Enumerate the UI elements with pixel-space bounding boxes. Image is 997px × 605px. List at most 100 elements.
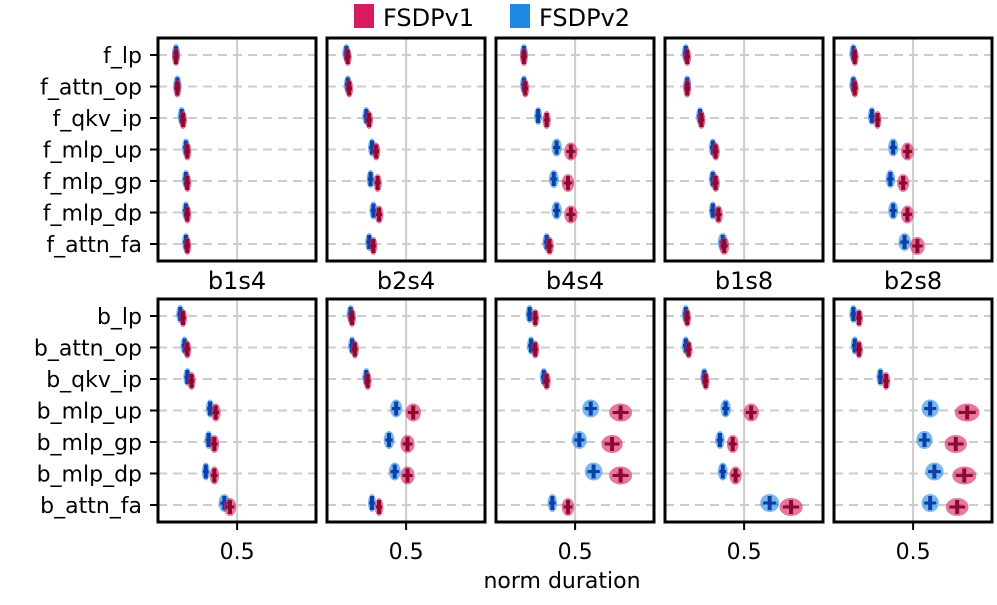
row-label-b_mlp_dp: b_mlp_dp	[37, 463, 142, 488]
median-v2-backward-b2s4-b_mlp_up	[394, 401, 399, 416]
median-v1-forward-b1s8-f_lp	[685, 50, 690, 64]
row-label-f_attn_op: f_attn_op	[40, 76, 142, 101]
median-v2-forward-b2s4-f_mlp_gp	[368, 172, 373, 186]
legend-label-fsdpv2: FSDPv2	[539, 4, 630, 32]
median-v1-backward-b1s4-b_mlp_dp	[212, 468, 217, 483]
x-axis-label: norm duration	[483, 569, 640, 594]
median-v2-backward-b4s4-b_attn_op	[529, 338, 534, 353]
median-v2-backward-b1s4-b_mlp_gp	[206, 433, 211, 447]
median-v2-backward-b1s4-b_mlp_up	[208, 401, 213, 416]
median-v1-forward-b4s4-f_mlp_up	[568, 144, 573, 159]
median-v2-forward-b4s4-f_mlp_gp	[551, 172, 556, 186]
median-v1-backward-b1s8-b_mlp_dp	[733, 468, 738, 483]
median-v2-forward-b2s4-f_attn_fa	[367, 235, 372, 249]
median-v2-backward-b4s4-b_mlp_dp	[591, 464, 596, 479]
legend-label-fsdpv1: FSDPv1	[383, 4, 474, 32]
median-v1-forward-b2s8-f_mlp_up	[905, 144, 910, 159]
xtick-label-b2s4: 0.5	[389, 540, 424, 565]
median-v1-forward-b2s4-f_mlp_gp	[375, 176, 380, 190]
median-v1-backward-b2s8-b_mlp_up	[965, 405, 970, 420]
median-v2-backward-b1s8-b_mlp_dp	[720, 464, 725, 479]
xtick-label-b1s4: 0.5	[220, 540, 255, 565]
median-v1-backward-b2s4-b_mlp_up	[411, 405, 416, 420]
median-v1-forward-b1s4-f_lp	[173, 50, 178, 64]
row-label-b_attn_op: b_attn_op	[34, 337, 142, 362]
row-label-b_mlp_gp: b_mlp_gp	[37, 431, 142, 456]
median-v1-backward-b1s4-b_attn_op	[185, 342, 190, 357]
median-v1-forward-b4s4-f_mlp_gp	[565, 176, 570, 190]
column-title-b1s4: b1s4	[208, 267, 266, 295]
median-v1-backward-b1s4-b_mlp_up	[213, 405, 218, 420]
median-v1-forward-b2s4-f_qkv_ip	[367, 113, 372, 127]
median-v1-forward-b1s4-f_attn_fa	[185, 239, 190, 253]
median-v2-backward-b1s4-b_attn_fa	[222, 496, 227, 510]
median-v2-forward-b2s4-f_mlp_dp	[371, 203, 376, 218]
median-v1-backward-b1s8-b_attn_fa	[789, 500, 794, 514]
median-v2-backward-b2s8-b_mlp_gp	[922, 433, 927, 447]
median-v2-forward-b2s8-f_mlp_up	[891, 140, 896, 155]
row-label-b_qkv_ip: b_qkv_ip	[46, 368, 142, 393]
median-v2-backward-b2s8-b_lp	[851, 307, 856, 321]
column-title-b2s4: b2s4	[377, 267, 435, 295]
median-v2-forward-b2s4-f_mlp_up	[369, 140, 374, 155]
median-v1-backward-b2s4-b_mlp_gp	[405, 437, 410, 451]
median-v1-forward-b4s4-f_mlp_dp	[568, 207, 573, 222]
median-v1-forward-b4s4-f_attn_fa	[547, 239, 552, 253]
median-v2-forward-b2s8-f_attn_fa	[902, 235, 907, 249]
median-v1-backward-b2s4-b_attn_fa	[377, 500, 382, 514]
median-v2-forward-b2s8-f_mlp_gp	[888, 172, 893, 186]
median-v1-backward-b2s8-b_qkv_ip	[884, 374, 889, 388]
median-v1-backward-b2s8-b_mlp_dp	[962, 468, 967, 483]
median-v1-forward-b4s4-f_qkv_ip	[544, 113, 549, 127]
median-v1-forward-b2s4-f_attn_op	[347, 81, 352, 96]
median-v1-backward-b4s4-b_lp	[533, 311, 538, 325]
row-label-f_attn_fa: f_attn_fa	[46, 233, 142, 258]
median-v2-forward-b2s8-f_mlp_dp	[891, 203, 896, 218]
median-v1-forward-b1s4-f_mlp_up	[185, 144, 190, 159]
median-v1-backward-b2s4-b_lp	[350, 311, 355, 325]
median-v1-forward-b2s8-f_mlp_dp	[905, 207, 910, 222]
median-v2-backward-b2s8-b_qkv_ip	[878, 370, 883, 384]
legend-swatch-fsdpv1	[354, 4, 374, 28]
median-v1-backward-b1s8-b_qkv_ip	[703, 374, 708, 388]
panel-frame-forward-b1s8	[663, 36, 825, 263]
median-v1-forward-b4s4-f_lp	[521, 50, 526, 64]
row-label-f_lp: f_lp	[103, 44, 142, 69]
median-v2-forward-b1s8-f_mlp_dp	[710, 203, 715, 218]
median-v1-forward-b1s4-f_mlp_gp	[185, 176, 190, 190]
median-v2-forward-b4s4-f_qkv_ip	[536, 109, 541, 123]
median-v1-backward-b1s4-b_mlp_gp	[212, 437, 217, 451]
median-v2-backward-b2s4-b_mlp_gp	[387, 433, 392, 447]
median-v1-backward-b1s8-b_attn_op	[686, 342, 691, 357]
row-label-b_attn_fa: b_attn_fa	[40, 494, 142, 519]
median-v1-backward-b2s8-b_attn_fa	[955, 500, 960, 514]
median-v1-backward-b2s8-b_lp	[857, 311, 862, 325]
median-v2-backward-b1s4-b_mlp_dp	[203, 464, 208, 479]
legend-swatch-fsdpv2	[510, 4, 530, 28]
median-v1-backward-b2s4-b_qkv_ip	[365, 374, 370, 388]
median-v2-backward-b1s8-b_mlp_gp	[717, 433, 722, 447]
median-v1-backward-b4s4-b_attn_op	[533, 342, 538, 357]
median-v1-forward-b2s4-f_mlp_dp	[377, 207, 382, 222]
row-label-f_qkv_ip: f_qkv_ip	[52, 107, 142, 132]
median-v1-forward-b1s4-f_mlp_dp	[185, 207, 190, 222]
column-title-b4s4: b4s4	[546, 267, 604, 295]
median-v1-forward-b2s4-f_lp	[345, 50, 350, 64]
row-label-b_lp: b_lp	[97, 305, 142, 330]
median-v1-forward-b1s8-f_mlp_gp	[713, 176, 718, 190]
median-v1-forward-b2s8-f_attn_fa	[915, 239, 920, 253]
median-v2-backward-b2s8-b_attn_op	[852, 338, 857, 353]
median-v1-backward-b4s4-b_mlp_gp	[610, 437, 615, 451]
column-title-b2s8: b2s8	[884, 267, 942, 295]
median-v2-backward-b4s4-b_lp	[527, 307, 532, 321]
median-v1-forward-b1s8-f_qkv_ip	[699, 113, 704, 127]
median-v1-forward-b1s8-f_attn_fa	[722, 239, 727, 253]
row-label-f_mlp_gp: f_mlp_gp	[43, 170, 142, 195]
median-v1-forward-b2s8-f_lp	[852, 50, 857, 64]
xtick-label-b1s8: 0.5	[727, 540, 762, 565]
median-v2-backward-b2s8-b_mlp_dp	[932, 464, 937, 479]
median-v2-backward-b4s4-b_attn_fa	[550, 496, 555, 510]
row-label-b_mlp_up: b_mlp_up	[37, 400, 142, 425]
median-v2-backward-b4s4-b_mlp_up	[588, 401, 593, 416]
